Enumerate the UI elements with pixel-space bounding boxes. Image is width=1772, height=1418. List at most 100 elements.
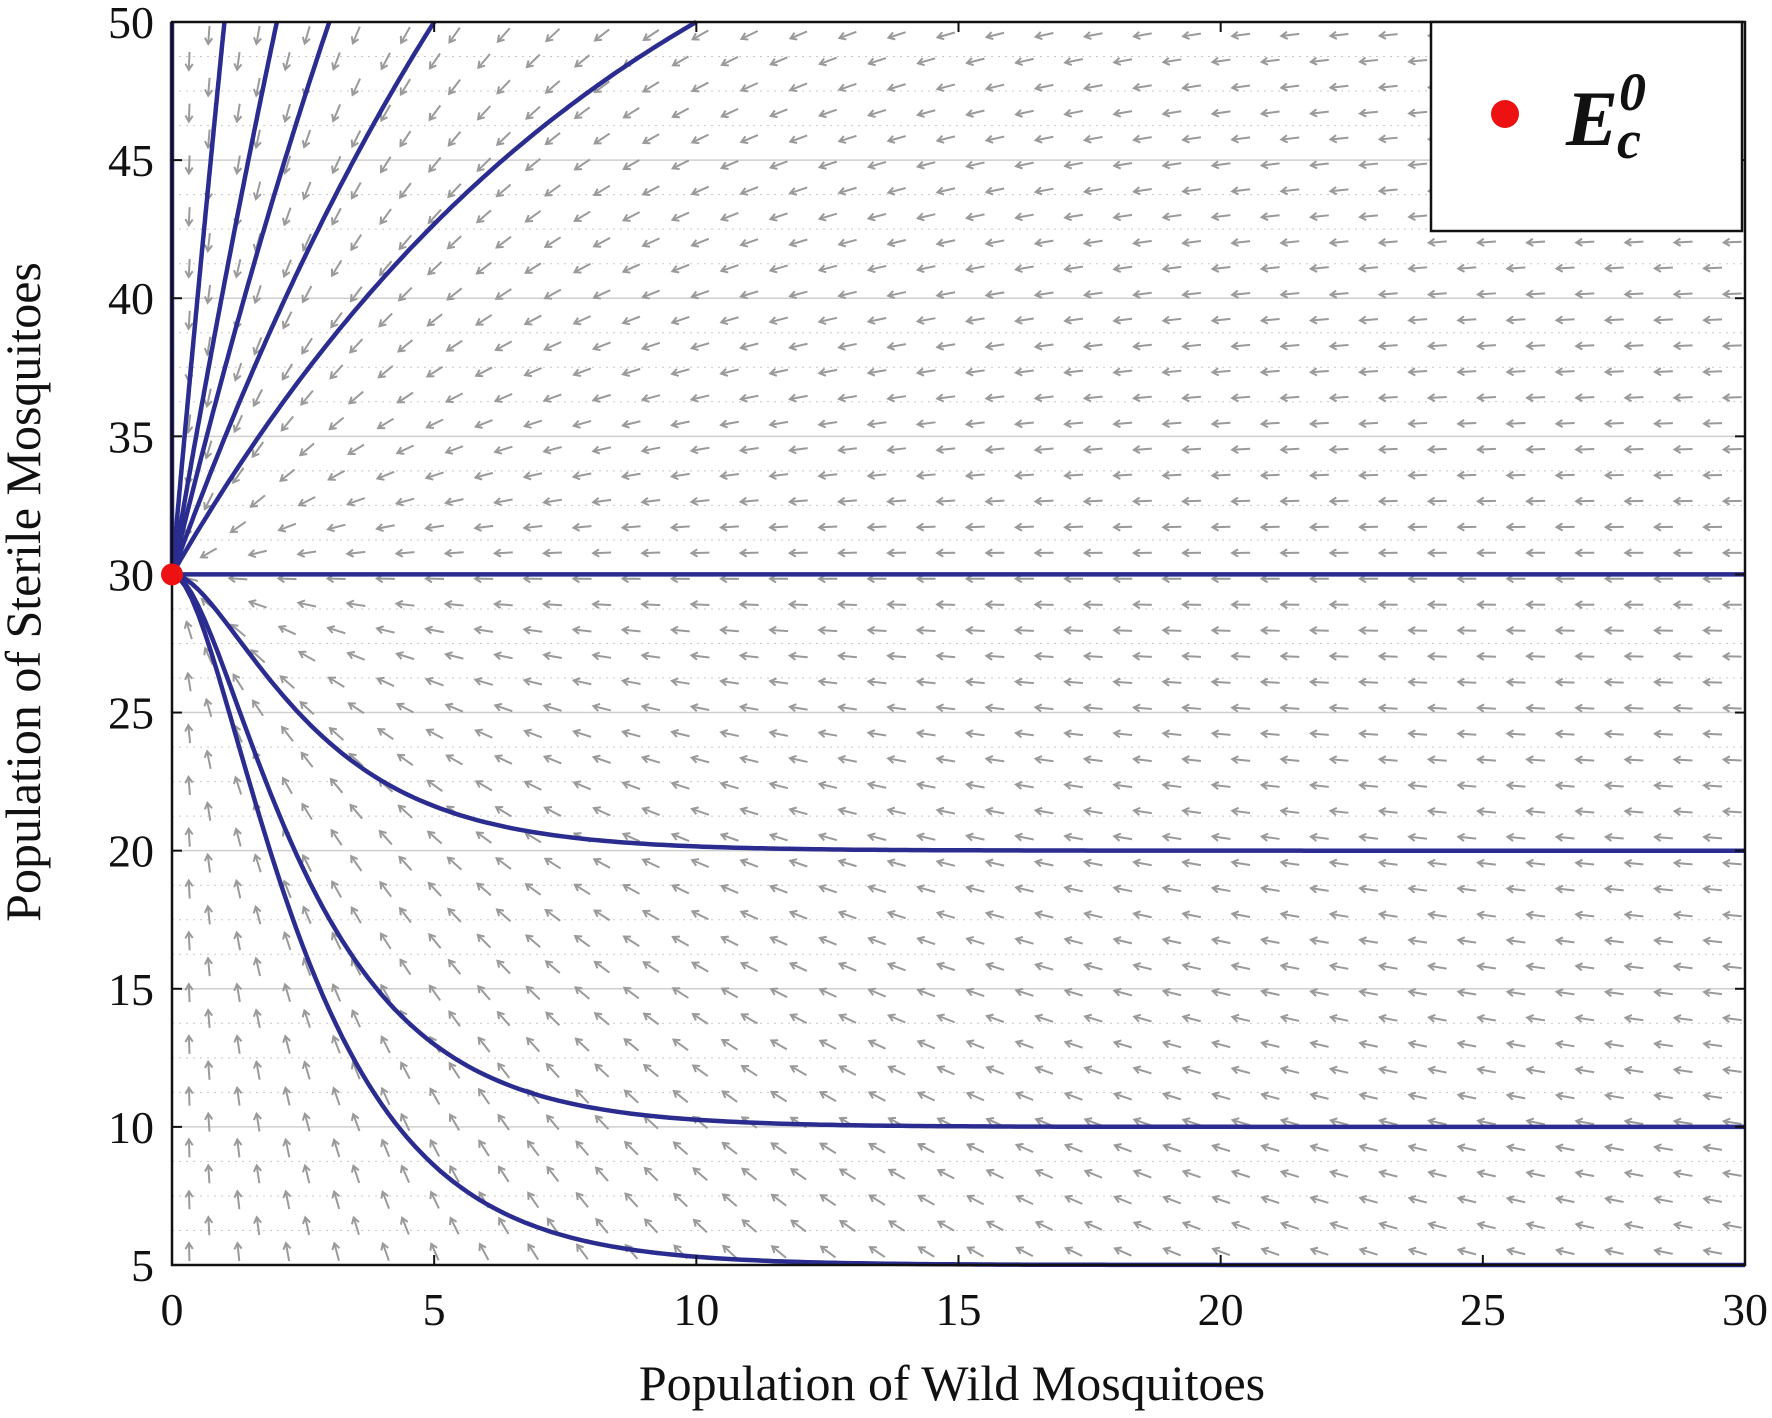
vector-arrow-shaft: [740, 238, 759, 246]
vector-arrow-shaft: [1654, 939, 1673, 944]
vector-arrow: [1328, 1065, 1349, 1075]
vector-arrow-shaft: [671, 420, 690, 427]
vector-arrow: [575, 1140, 590, 1156]
vector-arrow: [473, 677, 494, 686]
vector-arrow-head: [620, 677, 630, 687]
vector-arrow: [670, 419, 690, 429]
vector-arrow: [1623, 289, 1644, 299]
vector-arrow: [399, 1061, 411, 1080]
vector-arrow-head: [985, 1065, 995, 1074]
vector-arrow: [1063, 1039, 1083, 1049]
vector-arrow-shaft: [1114, 989, 1133, 997]
vector-arrow-head: [330, 268, 339, 278]
vector-arrow: [1407, 936, 1428, 946]
vector-arrow-head: [886, 703, 895, 713]
vector-arrow-head: [1063, 264, 1072, 274]
vector-arrow-head: [1426, 910, 1436, 920]
vector-arrow: [330, 880, 342, 898]
vector-arrow-head: [1328, 962, 1338, 971]
vector-arrow-head: [1259, 781, 1269, 791]
vector-arrow-head: [575, 1243, 584, 1252]
vector-arrow-shaft: [888, 239, 907, 246]
vector-arrow: [1476, 393, 1496, 403]
vector-arrow: [935, 83, 956, 93]
vector-arrow-shaft: [868, 885, 887, 894]
vector-arrow-shaft: [1261, 732, 1280, 736]
vector-arrow-shaft: [789, 342, 808, 349]
vector-arrow-head: [669, 625, 679, 635]
vector-arrow: [1476, 548, 1496, 558]
vector-arrow: [1426, 444, 1447, 454]
vector-arrow-head: [1554, 367, 1564, 377]
vector-arrow-head: [1210, 729, 1220, 739]
vector-arrow-shaft: [303, 958, 312, 976]
vector-arrow-head: [689, 754, 699, 764]
vector-arrow-head: [252, 140, 262, 150]
vector-arrow-shaft: [574, 986, 591, 1000]
legend-box: [1429, 20, 1744, 233]
vector-arrow-head: [296, 599, 306, 609]
vector-arrow-shaft: [868, 57, 887, 65]
vector-arrow: [1063, 884, 1084, 894]
vector-arrow-head: [936, 1116, 946, 1126]
vector-arrow-shaft: [741, 1065, 758, 1077]
vector-arrow-head: [1407, 108, 1416, 118]
vector-arrow-shaft: [770, 628, 789, 633]
vector-arrow: [495, 908, 512, 923]
vector-arrow: [916, 57, 936, 67]
vector-arrow: [1308, 108, 1329, 118]
vector-arrow-shaft: [623, 833, 641, 843]
vector-arrow: [640, 445, 661, 455]
vector-arrow-head: [1427, 1220, 1437, 1230]
vector-arrow-head: [444, 702, 454, 712]
vector-arrow-head: [473, 522, 483, 532]
vector-arrow: [1082, 341, 1103, 351]
vector-arrow-head: [1181, 289, 1190, 299]
vector-arrow: [280, 725, 294, 742]
vector-arrow: [867, 1142, 886, 1154]
vector-arrow-head: [1308, 315, 1318, 325]
vector-arrow: [935, 393, 956, 403]
vector-arrow-shaft: [545, 960, 561, 974]
vector-arrow-shaft: [236, 1191, 241, 1210]
vector-arrow: [1210, 470, 1231, 480]
vector-arrow-shaft: [495, 755, 513, 765]
vector-arrow-shaft: [1015, 57, 1034, 64]
vector-arrow-head: [327, 676, 336, 685]
vector-arrow-shaft: [1507, 1042, 1526, 1048]
vector-arrow-head: [964, 470, 974, 480]
vector-arrow: [1358, 832, 1379, 842]
vector-arrow-shaft: [300, 389, 314, 406]
vector-arrow: [375, 676, 395, 687]
vector-arrow-head: [1132, 910, 1141, 920]
vector-arrow-head: [478, 1139, 487, 1148]
vector-arrow-head: [524, 214, 534, 223]
vector-arrow: [1702, 625, 1723, 636]
vector-arrow-shaft: [1527, 1068, 1546, 1074]
vector-arrow-shaft: [1212, 58, 1231, 64]
vector-arrow-shaft: [1507, 939, 1526, 944]
vector-arrow-shaft: [546, 1166, 560, 1183]
vector-arrow-head: [1063, 832, 1073, 842]
vector-arrow: [1554, 729, 1575, 739]
vector-arrow-shaft: [1674, 965, 1693, 970]
vector-arrow: [1456, 1039, 1477, 1049]
vector-arrow-head: [1721, 1221, 1731, 1230]
vector-arrow-shaft: [573, 730, 592, 738]
vector-arrow-head: [788, 806, 798, 816]
vector-arrow-shaft: [1674, 1120, 1693, 1125]
vector-arrow-head: [817, 264, 827, 274]
vector-arrow-shaft: [525, 158, 541, 171]
vector-arrow-head: [1554, 677, 1564, 687]
vector-arrow: [1505, 263, 1526, 273]
vector-arrow: [690, 290, 710, 300]
vector-arrow: [378, 829, 393, 846]
vector-arrow-shaft: [446, 287, 463, 301]
vector-arrow-head: [1426, 548, 1436, 558]
vector-arrow-head: [301, 802, 310, 812]
vector-arrow: [689, 548, 710, 558]
vector-arrow-head: [1653, 884, 1662, 894]
vector-arrow-head: [477, 1036, 486, 1045]
vector-arrow-shaft: [448, 1011, 461, 1027]
vector-arrow-head: [204, 956, 214, 965]
